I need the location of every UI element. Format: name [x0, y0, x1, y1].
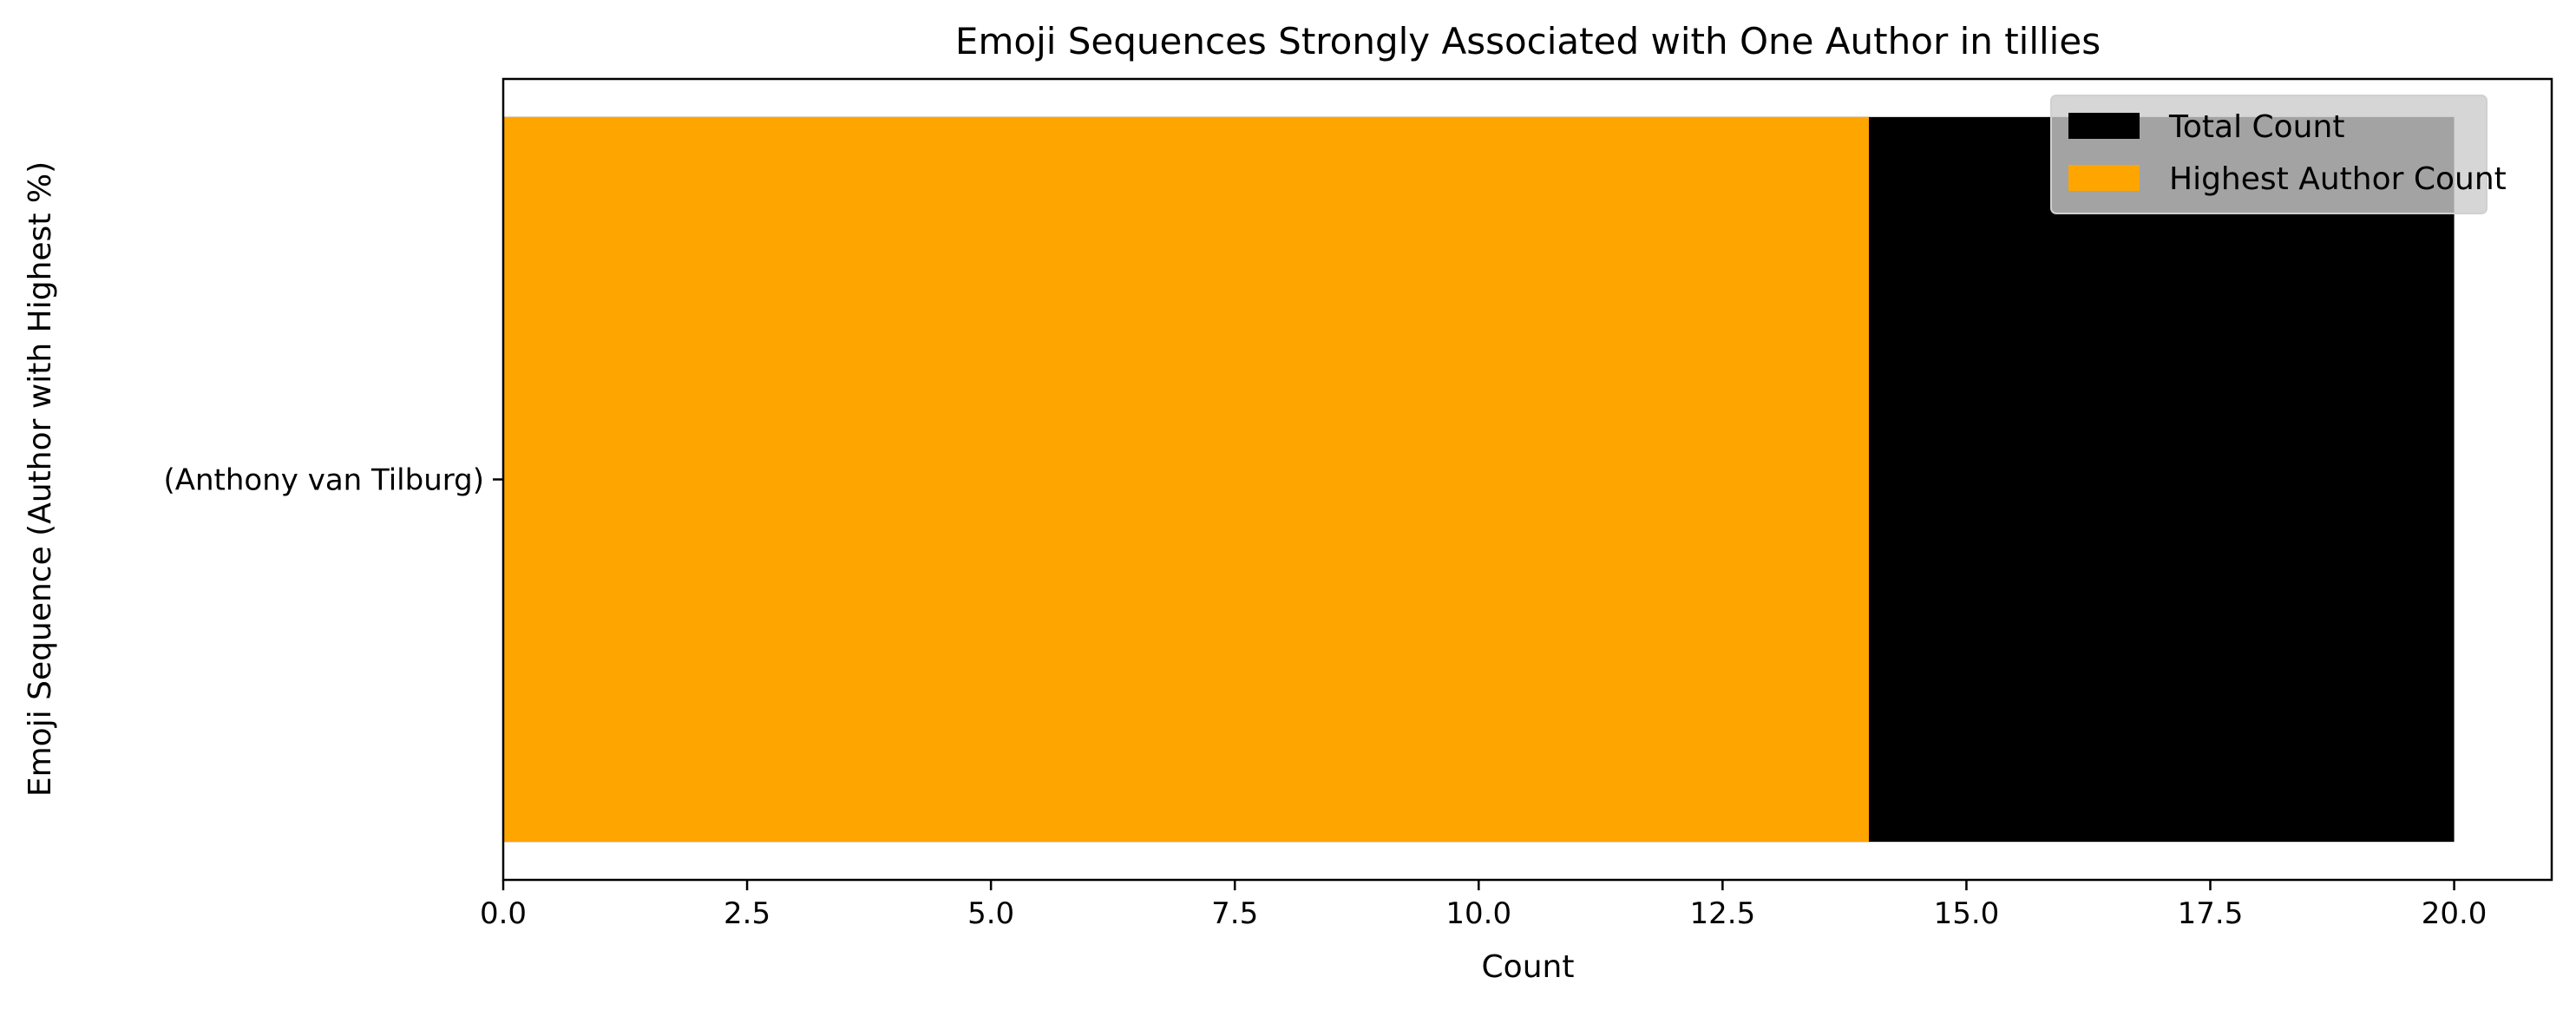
- x-tick-label: 17.5: [2178, 896, 2244, 931]
- x-tick-label: 2.5: [724, 896, 770, 931]
- x-tick-label: 7.5: [1211, 896, 1258, 931]
- y-axis-ticks: (Anthony van Tilburg): [163, 463, 503, 498]
- x-tick-label: 0.0: [480, 896, 527, 931]
- legend-box: [2050, 95, 2488, 214]
- legend-label-highest-author-count: Highest Author Count: [2169, 161, 2507, 197]
- y-tick-label: (Anthony van Tilburg): [163, 463, 484, 498]
- x-tick-label: 10.0: [1445, 896, 1511, 931]
- legend-swatch-total-count: [2068, 113, 2140, 139]
- x-axis-label: Count: [1482, 949, 1575, 985]
- bar-highest-author-count: [503, 116, 1869, 843]
- legend[interactable]: Total Count Highest Author Count: [2050, 95, 2507, 214]
- x-tick-label: 5.0: [967, 896, 1014, 931]
- x-axis-ticks: 0.0 2.5 5.0 7.5 10.0 12.5 15.0 17.5 20.0: [480, 880, 2487, 931]
- chart-title: Emoji Sequences Strongly Associated with…: [955, 20, 2101, 62]
- legend-label-total-count: Total Count: [2168, 109, 2344, 145]
- legend-swatch-highest-author-count: [2068, 165, 2140, 191]
- x-tick-label: 20.0: [2422, 896, 2488, 931]
- x-tick-label: 15.0: [1934, 896, 2000, 931]
- x-tick-label: 12.5: [1690, 896, 1756, 931]
- bars-layer: [503, 116, 2455, 843]
- y-axis-label: Emoji Sequence (Author with Highest %): [23, 161, 58, 797]
